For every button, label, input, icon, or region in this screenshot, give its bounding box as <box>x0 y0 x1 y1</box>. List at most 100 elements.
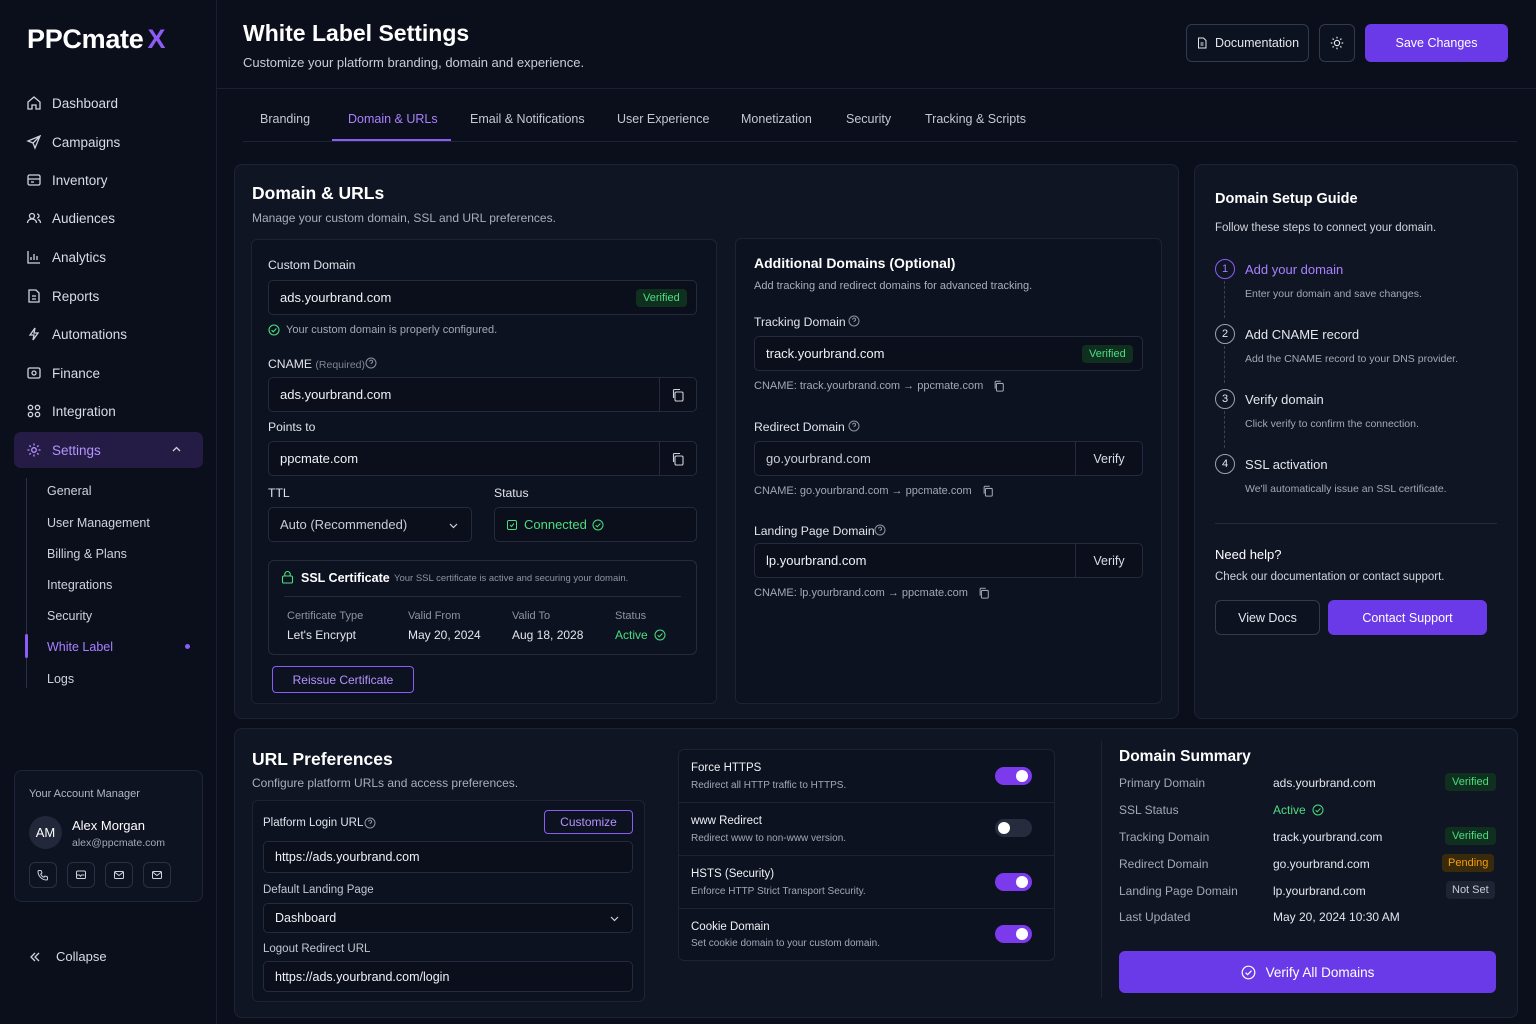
tab-email-notifications[interactable]: Email & Notifications <box>470 112 585 126</box>
reissue-certificate-button[interactable]: Reissue Certificate <box>272 666 414 693</box>
tab-branding[interactable]: Branding <box>260 112 311 126</box>
subnav-security[interactable]: Security <box>47 609 93 623</box>
help-icon[interactable] <box>364 817 376 829</box>
www-redirect-desc: Redirect www to non-www version. <box>691 833 847 844</box>
subnav-user-management[interactable]: User Management <box>47 516 150 530</box>
valid-from-label: Valid From <box>408 610 461 622</box>
nav-inventory[interactable]: Inventory <box>14 162 203 198</box>
landing-domain-input[interactable]: lp.yourbrand.com Verify <box>754 543 1143 578</box>
cname-value: ads.yourbrand.com <box>280 387 392 402</box>
guide-divider <box>1215 523 1497 524</box>
customize-button[interactable]: Customize <box>544 810 633 834</box>
phone-icon <box>37 870 48 881</box>
subnav-white-label[interactable]: White Label <box>47 640 114 654</box>
app-logo[interactable]: PPCmate X <box>27 24 166 54</box>
need-help-desc: Check our documentation or contact suppo… <box>1215 571 1445 583</box>
summary-value: ads.yourbrand.com <box>1273 776 1376 790</box>
cname-label: CNAME (Required) <box>268 357 365 371</box>
help-icon[interactable] <box>848 315 860 327</box>
cname-input[interactable]: ads.yourbrand.com <box>268 377 697 412</box>
copy-icon[interactable] <box>978 587 990 599</box>
setup-guide-desc: Follow these steps to connect your domai… <box>1215 222 1437 234</box>
copy-icon <box>672 452 684 466</box>
copy-icon <box>672 388 684 402</box>
collapse-icon <box>30 952 40 961</box>
verify-all-domains-button[interactable]: Verify All Domains <box>1119 951 1496 993</box>
subnav-general[interactable]: General <box>47 484 92 498</box>
copy-points-to-button[interactable] <box>659 442 696 475</box>
documentation-button[interactable]: Documentation <box>1186 24 1309 62</box>
view-docs-button[interactable]: View Docs <box>1215 600 1320 635</box>
hsts-desc: Enforce HTTP Strict Transport Security. <box>691 886 866 897</box>
tab-monetization[interactable]: Monetization <box>741 112 812 126</box>
tab-user-experience[interactable]: User Experience <box>617 112 710 126</box>
nav-analytics[interactable]: Analytics <box>14 239 203 275</box>
default-landing-select[interactable]: Dashboard <box>263 903 633 933</box>
cookie-domain-toggle[interactable] <box>995 925 1032 943</box>
nav-finance[interactable]: Finance <box>14 355 203 391</box>
tracking-domain-input[interactable]: track.yourbrand.com <box>754 336 1143 371</box>
save-changes-button[interactable]: Save Changes <box>1365 24 1508 62</box>
force-https-toggle[interactable] <box>995 767 1032 785</box>
tracking-domain-label: Tracking Domain <box>754 315 846 329</box>
step-desc: Enter your domain and save changes. <box>1245 288 1422 300</box>
email-button[interactable] <box>105 862 133 888</box>
login-url-input[interactable]: https://ads.yourbrand.com <box>263 841 633 873</box>
help-icon[interactable] <box>848 420 860 432</box>
tab-domain-urls[interactable]: Domain & URLs <box>348 112 438 126</box>
cname-required: (Required) <box>315 359 366 371</box>
nav-settings[interactable]: Settings <box>14 432 203 468</box>
url-preferences-desc: Configure platform URLs and access prefe… <box>252 776 519 790</box>
subnav-integrations[interactable]: Integrations <box>47 578 113 592</box>
tab-security[interactable]: Security <box>846 112 892 126</box>
nav-reports[interactable]: Reports <box>14 278 203 314</box>
help-icon[interactable] <box>365 357 377 369</box>
points-to-input[interactable]: ppcmate.com <box>268 441 697 476</box>
tab-tracking-scripts[interactable]: Tracking & Scripts <box>925 112 1026 126</box>
tabs-divider <box>243 141 1517 142</box>
subnav-billing[interactable]: Billing & Plans <box>47 547 127 561</box>
custom-domain-input[interactable]: ads.yourbrand.com <box>268 280 697 315</box>
nav-finance-label: Finance <box>52 365 101 381</box>
logout-url-input[interactable]: https://ads.yourbrand.com/login <box>263 961 633 992</box>
custom-domain-value: ads.yourbrand.com <box>280 290 392 305</box>
default-landing-value: Dashboard <box>275 911 337 925</box>
copy-icon[interactable] <box>982 485 994 497</box>
nav-integration[interactable]: Integration <box>14 393 203 429</box>
additional-domains-desc: Add tracking and redirect domains for ad… <box>754 280 1033 292</box>
contact-support-button[interactable]: Contact Support <box>1328 600 1487 635</box>
cname-label-text: CNAME <box>268 357 313 371</box>
hsts-toggle[interactable] <box>995 873 1032 891</box>
verify-landing-button[interactable]: Verify <box>1075 544 1142 577</box>
cookie-domain-desc: Set cookie domain to your custom domain. <box>691 938 880 949</box>
domain-configured-message: Your custom domain is properly configure… <box>286 324 498 336</box>
nav-dashboard[interactable]: Dashboard <box>14 85 203 121</box>
copy-icon[interactable] <box>993 380 1005 392</box>
message-button[interactable] <box>67 862 95 888</box>
verify-redirect-button[interactable]: Verify <box>1075 442 1142 475</box>
nav-automations[interactable]: Automations <box>14 316 203 352</box>
home-icon <box>27 96 41 110</box>
www-redirect-toggle[interactable] <box>995 819 1032 837</box>
valid-from-value: May 20, 2024 <box>408 628 481 642</box>
nav-audiences[interactable]: Audiences <box>14 200 203 236</box>
login-url-value: https://ads.yourbrand.com <box>275 850 420 864</box>
cert-status-label: Status <box>615 610 647 622</box>
phone-button[interactable] <box>29 862 57 888</box>
inbox-button[interactable] <box>143 862 171 888</box>
force-https-title: Force HTTPS <box>691 762 762 774</box>
summary-label: Redirect Domain <box>1119 857 1209 871</box>
theme-toggle-button[interactable] <box>1319 24 1355 62</box>
url-preferences-title: URL Preferences <box>252 749 393 769</box>
collapse-button[interactable]: Collapse <box>28 949 107 964</box>
users-icon <box>26 212 42 224</box>
check-circle-icon <box>1312 804 1324 816</box>
help-icon[interactable] <box>874 524 886 536</box>
ttl-select[interactable]: Auto (Recommended) <box>268 507 472 542</box>
subnav-logs[interactable]: Logs <box>47 672 75 686</box>
nav-settings-label: Settings <box>52 442 101 458</box>
nav-campaigns[interactable]: Campaigns <box>14 124 203 160</box>
step-desc: Add the CNAME record to your DNS provide… <box>1245 353 1459 365</box>
copy-cname-button[interactable] <box>659 378 696 411</box>
redirect-domain-input[interactable]: go.yourbrand.com Verify <box>754 441 1143 476</box>
